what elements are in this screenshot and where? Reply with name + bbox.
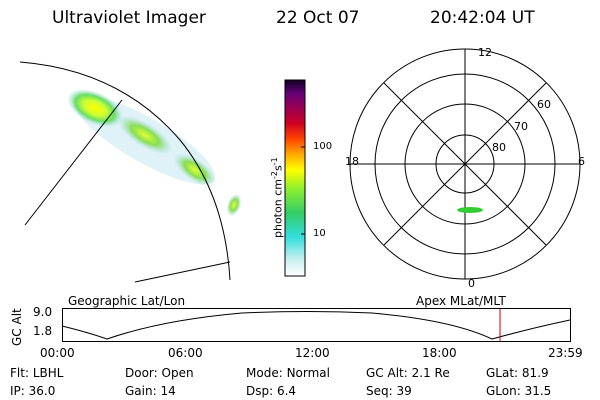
x-tick-2: 12:00 — [295, 346, 330, 360]
colorbar-tick-100: 100 — [313, 141, 333, 152]
polar-label-6: 6 — [578, 155, 585, 168]
info-flt: Flt: LBHL — [10, 366, 64, 380]
info-dsp: Dsp: 6.4 — [246, 384, 297, 398]
time-label: 20:42:04 UT — [430, 8, 535, 28]
colorbar-tick-10: 10 — [313, 228, 326, 239]
polar-label-12: 12 — [478, 46, 492, 59]
polar-ring-70: 70 — [514, 120, 528, 133]
polar-label-0: 0 — [468, 277, 475, 290]
aurora-polar-mark — [457, 207, 483, 213]
y-tick-top: 9.0 — [33, 305, 53, 319]
altitude-plot — [61, 308, 571, 342]
info-glon: GLon: 31.5 — [486, 384, 552, 398]
y-tick-bottom: 1.8 — [33, 324, 53, 338]
info-mode: Mode: Normal — [246, 366, 330, 380]
x-tick-1: 06:00 — [168, 346, 203, 360]
info-glat: GLat: 81.9 — [486, 366, 549, 380]
geo-label: Geographic Lat/Lon — [68, 294, 186, 308]
x-tick-3: 18:00 — [422, 346, 457, 360]
y-axis-label: GC Alt — [10, 308, 24, 346]
apex-label: Apex MLat/MLT — [416, 294, 506, 308]
polar-ring-80: 80 — [492, 141, 506, 154]
polar-ring-60: 60 — [537, 98, 551, 111]
colorbar-unit: photon cm-2s-1 — [270, 157, 285, 238]
colorbar — [284, 79, 306, 277]
info-gc-alt: GC Alt: 2.1 Re — [366, 366, 450, 380]
x-tick-0: 00:00 — [40, 346, 75, 360]
polar-label-18: 18 — [345, 155, 359, 168]
aurora-emission — [66, 88, 242, 217]
polar-plot — [349, 48, 581, 280]
info-door: Door: Open — [125, 366, 194, 380]
info-gain: Gain: 14 — [125, 384, 176, 398]
info-ip: IP: 36.0 — [10, 384, 56, 398]
date-label: 22 Oct 07 — [276, 8, 360, 28]
x-tick-4: 23:59 — [548, 346, 583, 360]
info-seq: Seq: 39 — [366, 384, 412, 398]
geographic-image — [19, 61, 242, 283]
app-title: Ultraviolet Imager — [52, 8, 206, 28]
